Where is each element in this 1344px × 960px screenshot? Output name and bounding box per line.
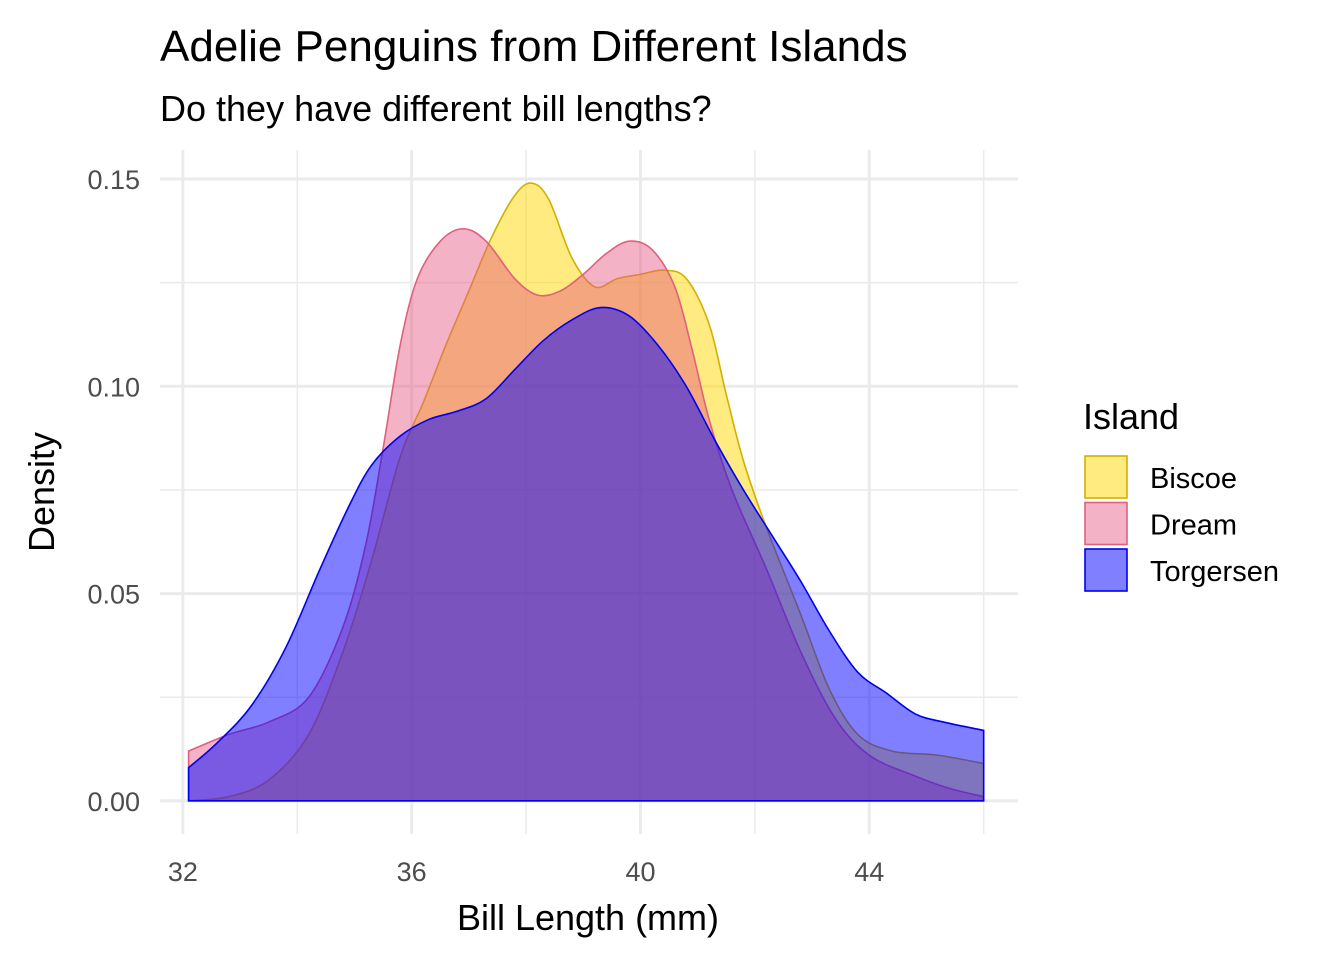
x-tick-label: 40 — [625, 857, 655, 887]
x-tick-label: 36 — [397, 857, 427, 887]
y-tick-label: 0.00 — [87, 787, 140, 817]
chart-title: Adelie Penguins from Different Islands — [160, 22, 908, 71]
y-tick-label: 0.05 — [87, 580, 140, 610]
y-axis-ticks: 0.00 0.05 0.10 0.15 — [87, 165, 140, 817]
legend-title: Island — [1083, 396, 1179, 437]
y-tick-label: 0.10 — [87, 372, 140, 402]
y-axis-title: Density — [21, 432, 62, 552]
x-axis-title: Bill Length (mm) — [457, 897, 719, 938]
legend: Island Biscoe Dream Torgersen — [1083, 396, 1279, 592]
legend-key-biscoe — [1084, 455, 1128, 499]
y-tick-label: 0.15 — [87, 165, 140, 195]
density-areas — [187, 182, 985, 802]
legend-label-torgersen: Torgersen — [1150, 556, 1279, 588]
x-tick-label: 44 — [854, 857, 884, 887]
legend-key-dream — [1084, 501, 1128, 546]
x-axis-ticks: 32 36 40 44 — [168, 857, 884, 887]
legend-key-torgersen — [1084, 548, 1128, 592]
x-tick-label: 32 — [168, 857, 198, 887]
density-area-torgersen — [187, 306, 985, 802]
chart-subtitle: Do they have different bill lengths? — [160, 88, 712, 129]
legend-label-biscoe: Biscoe — [1150, 463, 1237, 495]
legend-label-dream: Dream — [1150, 510, 1237, 542]
